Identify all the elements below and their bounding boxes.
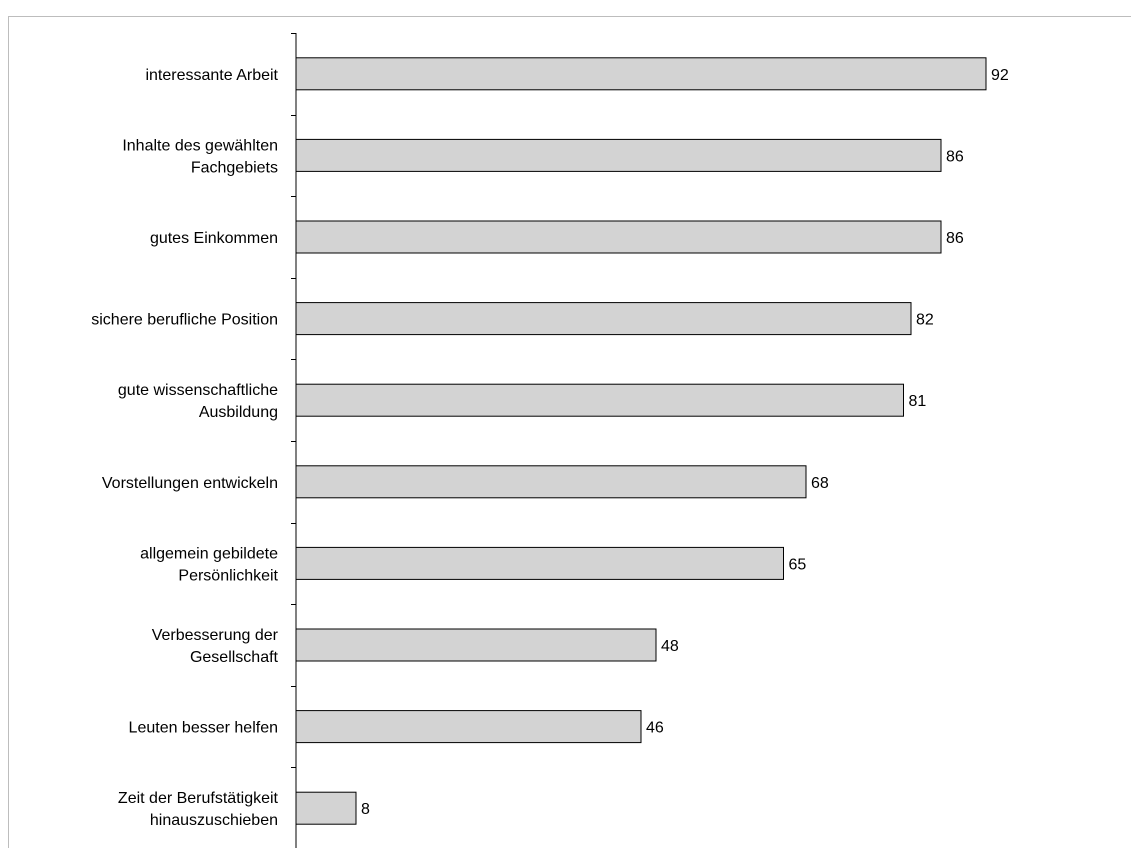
bar-value-label: 86 [946,230,964,247]
category-label-line: allgemein gebildete [140,545,278,562]
category-label-line: gute wissenschaftliche [118,382,278,399]
category-label-line: Vorstellungen entwickeln [102,475,278,492]
bar [295,465,807,499]
category-label-line: Leuten besser helfen [129,720,278,737]
bar [295,57,987,91]
bar-value-label: 48 [661,638,679,655]
category-label-line: Inhalte des gewählten [122,137,278,154]
category-label: Verbesserung der Gesellschaft [152,627,279,666]
category-label-line: gutes Einkommen [150,230,278,247]
category-label-line: Zeit der Berufstätigkeit [118,790,279,807]
category-label: allgemein gebildete Persönlichkeit [140,545,278,584]
category-label-line: Verbesserung der [152,627,279,644]
bar [295,791,357,825]
bar-value-label: 65 [789,556,807,573]
bar [295,302,912,336]
bar-value-label: 92 [991,67,1009,84]
category-label: Leuten besser helfen [129,720,278,737]
bar [295,710,642,744]
bar-value-label: 81 [909,393,927,410]
category-label-line: Ausbildung [199,404,278,421]
bar-value-label: 86 [946,148,964,165]
category-label: Vorstellungen entwickeln [102,475,278,492]
bar-value-label: 68 [811,475,829,492]
category-label-line: interessante Arbeit [145,67,278,84]
bar [295,546,784,580]
category-label-line: Persönlichkeit [178,567,278,584]
category-label: gutes Einkommen [150,230,278,247]
category-label-line: Fachgebiets [191,159,278,176]
category-label-line: sichere berufliche Position [91,312,278,329]
category-label: gute wissenschaftliche Ausbildung [118,382,278,421]
bar [295,383,904,417]
bar-value-label: 8 [361,801,370,818]
category-label: Zeit der Berufstätigkeit hinauszuschieben [118,790,279,829]
bar [295,138,942,172]
category-label-line: Gesellschaft [190,649,279,666]
category-label: sichere berufliche Position [91,312,278,329]
category-label-line: hinauszuschieben [150,812,278,829]
category-label: Inhalte des gewählten Fachgebiets [122,137,278,176]
bar-value-label: 46 [646,720,664,737]
bar-value-label: 82 [916,312,934,329]
bar [295,628,657,662]
bar [295,220,942,254]
category-label: interessante Arbeit [145,67,278,84]
